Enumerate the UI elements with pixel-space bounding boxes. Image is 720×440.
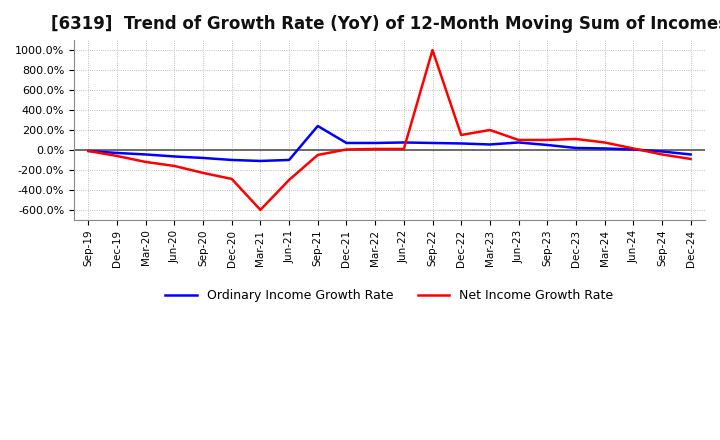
Ordinary Income Growth Rate — [457, 141, 466, 146]
Net Income Growth Rate — [629, 146, 638, 151]
Ordinary Income Growth Rate — [400, 140, 408, 145]
Ordinary Income Growth Rate — [228, 158, 236, 163]
Ordinary Income Growth Rate — [170, 154, 179, 159]
Ordinary Income Growth Rate — [141, 152, 150, 157]
Ordinary Income Growth Rate — [428, 140, 437, 146]
Net Income Growth Rate — [256, 207, 265, 213]
Net Income Growth Rate — [313, 152, 322, 158]
Ordinary Income Growth Rate — [199, 155, 207, 161]
Net Income Growth Rate — [600, 140, 609, 145]
Ordinary Income Growth Rate — [112, 150, 121, 156]
Net Income Growth Rate — [285, 177, 294, 183]
Net Income Growth Rate — [199, 170, 207, 176]
Net Income Growth Rate — [428, 48, 437, 53]
Net Income Growth Rate — [141, 159, 150, 165]
Net Income Growth Rate — [170, 163, 179, 169]
Title: [6319]  Trend of Growth Rate (YoY) of 12-Month Moving Sum of Incomes: [6319] Trend of Growth Rate (YoY) of 12-… — [51, 15, 720, 33]
Legend: Ordinary Income Growth Rate, Net Income Growth Rate: Ordinary Income Growth Rate, Net Income … — [161, 284, 618, 307]
Line: Ordinary Income Growth Rate: Ordinary Income Growth Rate — [89, 126, 690, 161]
Net Income Growth Rate — [686, 156, 695, 161]
Net Income Growth Rate — [84, 148, 93, 154]
Ordinary Income Growth Rate — [572, 145, 580, 150]
Ordinary Income Growth Rate — [313, 123, 322, 128]
Ordinary Income Growth Rate — [256, 158, 265, 164]
Net Income Growth Rate — [572, 136, 580, 142]
Net Income Growth Rate — [514, 137, 523, 143]
Net Income Growth Rate — [485, 127, 494, 132]
Ordinary Income Growth Rate — [543, 142, 552, 147]
Ordinary Income Growth Rate — [371, 140, 379, 146]
Net Income Growth Rate — [112, 153, 121, 158]
Ordinary Income Growth Rate — [342, 140, 351, 146]
Ordinary Income Growth Rate — [657, 149, 666, 154]
Ordinary Income Growth Rate — [600, 146, 609, 151]
Net Income Growth Rate — [657, 152, 666, 157]
Net Income Growth Rate — [400, 147, 408, 152]
Net Income Growth Rate — [543, 137, 552, 143]
Net Income Growth Rate — [371, 147, 379, 152]
Net Income Growth Rate — [228, 176, 236, 182]
Net Income Growth Rate — [457, 132, 466, 138]
Ordinary Income Growth Rate — [629, 147, 638, 152]
Ordinary Income Growth Rate — [514, 140, 523, 145]
Ordinary Income Growth Rate — [84, 148, 93, 154]
Ordinary Income Growth Rate — [485, 142, 494, 147]
Ordinary Income Growth Rate — [285, 158, 294, 163]
Line: Net Income Growth Rate: Net Income Growth Rate — [89, 50, 690, 210]
Ordinary Income Growth Rate — [686, 152, 695, 157]
Net Income Growth Rate — [342, 147, 351, 152]
